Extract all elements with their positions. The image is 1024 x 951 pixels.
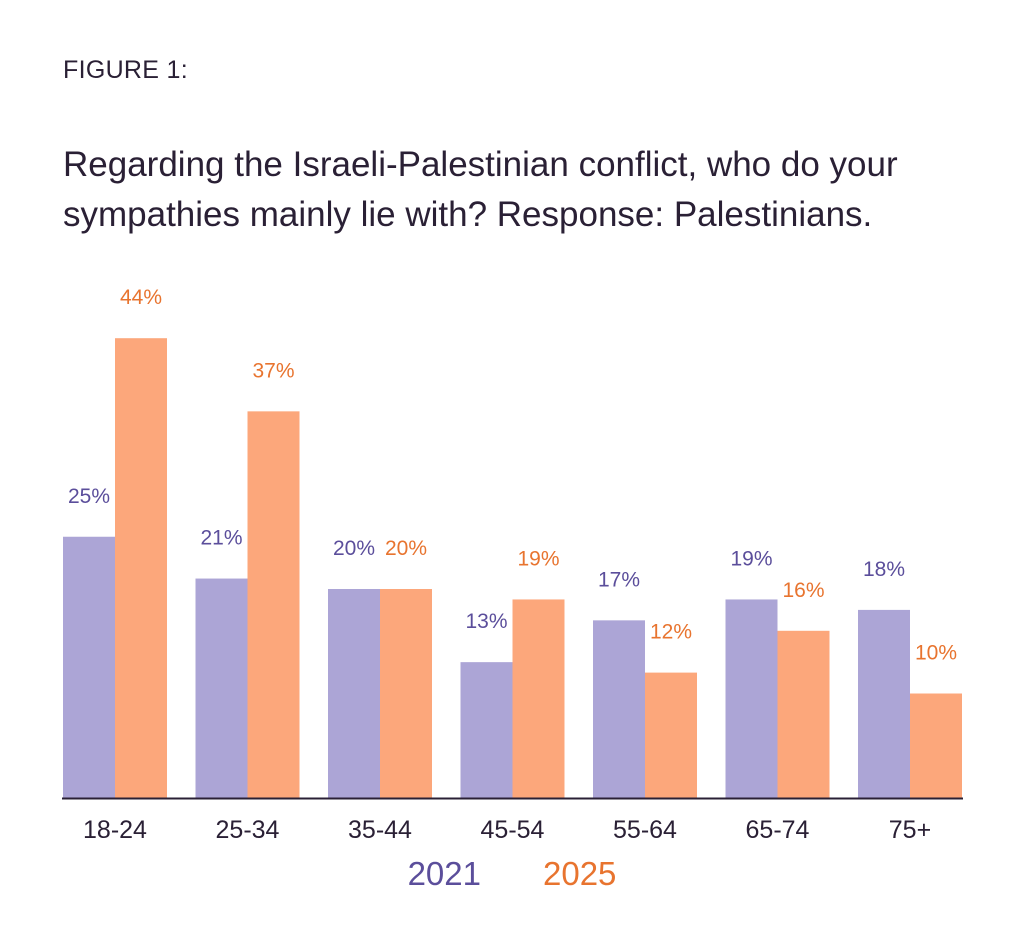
value-label-2025-45-54: 19% — [517, 547, 559, 570]
value-label-2021-18-24: 25% — [68, 485, 110, 508]
x-tick-label: 45-54 — [481, 816, 545, 844]
x-tick-label: 55-64 — [613, 816, 677, 844]
value-label-2021-45-54: 13% — [465, 610, 507, 633]
x-tick-label: 18-24 — [83, 816, 147, 844]
bar-2025-55-64 — [645, 672, 697, 798]
bar-2025-25-34 — [247, 411, 300, 798]
legend: 2021 2025 — [0, 855, 1024, 893]
value-label-2025-25-34: 37% — [252, 359, 294, 382]
value-label-2025-65-74: 16% — [782, 579, 824, 602]
bar-2021-18-24 — [63, 536, 115, 798]
value-label-2025-35-44: 20% — [385, 537, 427, 560]
value-label-2021-65-74: 19% — [730, 547, 772, 570]
bar-2021-75+ — [858, 609, 910, 798]
x-tick-label: 35-44 — [348, 816, 412, 844]
value-label-2021-25-34: 21% — [200, 527, 242, 550]
value-label-2021-35-44: 20% — [333, 537, 375, 560]
x-tick-label: 25-34 — [216, 816, 280, 844]
bar-2025-75+ — [910, 693, 962, 798]
bar-2025-35-44 — [380, 589, 432, 798]
bar-2021-25-34 — [195, 578, 248, 798]
bar-2021-65-74 — [725, 599, 778, 798]
bar-2021-45-54 — [460, 662, 513, 798]
value-label-2021-55-64: 17% — [598, 568, 640, 591]
value-label-2025-18-24: 44% — [120, 286, 162, 309]
bar-2021-55-64 — [593, 620, 645, 798]
x-tick-label: 75+ — [889, 816, 931, 844]
legend-item-2025: 2025 — [543, 855, 617, 892]
legend-item-2021: 2021 — [407, 855, 481, 892]
figure-label: FIGURE 1: — [63, 56, 188, 84]
value-label-2025-55-64: 12% — [650, 621, 692, 644]
bar-2025-18-24 — [115, 338, 167, 798]
bar-2025-45-54 — [512, 599, 565, 798]
bar-2021-35-44 — [328, 589, 380, 798]
value-label-2021-75+: 18% — [863, 558, 905, 581]
bar-2025-65-74 — [777, 630, 830, 798]
chart-title: Regarding the Israeli-Palestinian confli… — [63, 145, 898, 234]
value-label-2025-75+: 10% — [915, 642, 957, 665]
x-tick-label: 65-74 — [746, 816, 810, 844]
